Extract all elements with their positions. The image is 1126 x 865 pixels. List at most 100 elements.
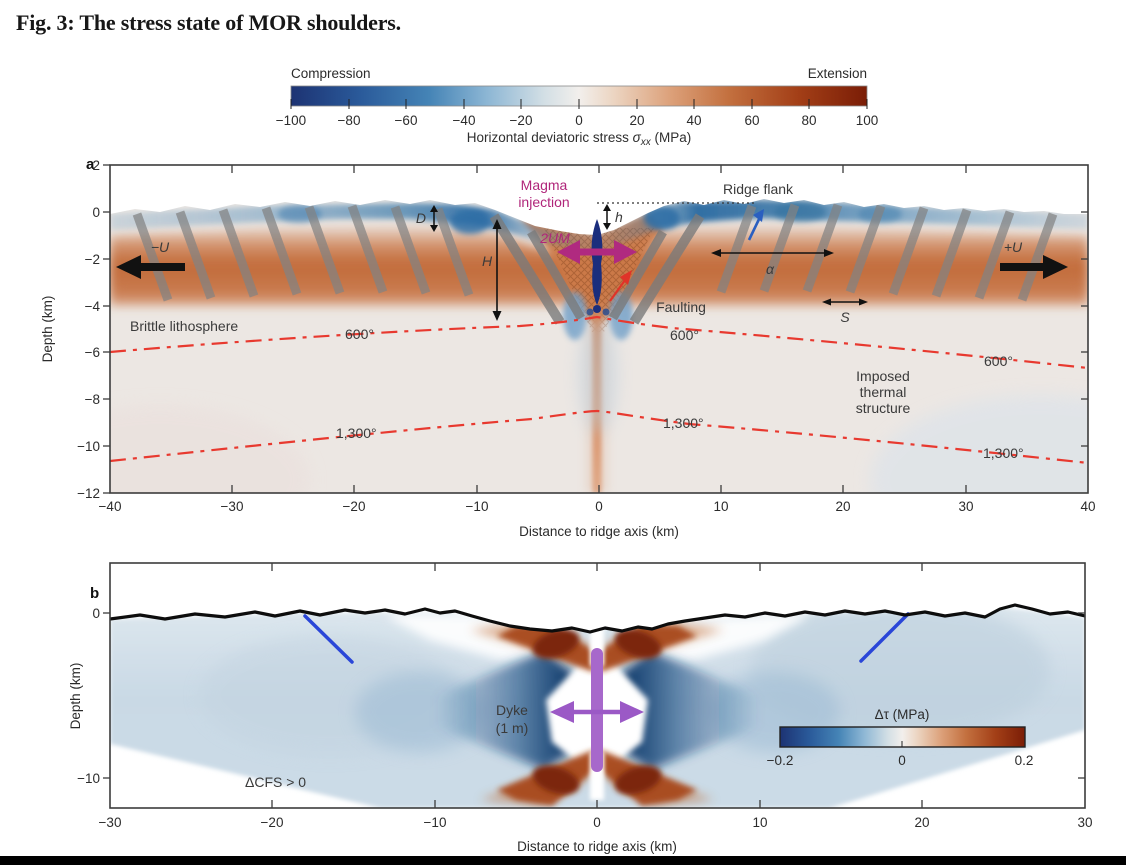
d-label: D [416,210,426,226]
fault-bar [629,213,705,325]
tick-label: 60 [744,113,759,128]
spreading-arrow-left [116,255,185,279]
above-seafloor-mask [110,165,1088,235]
tick-label: 0 [92,205,100,220]
panel-b-field: ΔCFS > 0 Dyke (1 m) Δτ (MPa) −0.2 0 0.2 [110,563,1085,808]
tick-label: 30 [958,499,973,514]
panel-a-tickmarks [103,164,1088,494]
compression-pocket [644,206,680,230]
figure-title: Fig. 3: The stress state of MOR shoulder… [16,10,401,35]
h-arrow-head [603,204,611,211]
brittle-lithosphere-label: Brittle lithosphere [130,318,238,334]
near-surface-white-wedge [635,613,805,660]
navy-speck [602,308,610,316]
fault-bar [931,208,972,298]
s-label: S [840,309,850,325]
panel-a-ylabel: Depth (km) [40,296,55,363]
isotherm-1300-label-left: 1,300° [336,425,377,441]
fault-bar [802,203,843,293]
tick-label: −12 [77,486,100,501]
ridge-flank-label: Ridge flank [723,181,794,197]
tick-label: −30 [221,499,244,514]
conduit-blue-wash [578,317,618,433]
negative-lobe-left [435,650,590,770]
two-um-label: 2UM [539,230,570,246]
magma-injection-label-2: injection [518,194,569,210]
colorbar-a-tickmarks [290,99,868,109]
compression-pocket [774,202,826,222]
tick-label: 20 [914,815,929,830]
tick-label: −2 [85,252,100,267]
panel-b-ylabel: Depth (km) [68,663,83,730]
isotherm-600-label-left: 600° [345,326,374,342]
panel-b-tag: b [90,585,99,602]
fault-bar [974,210,1015,300]
spreading-arrow-right [1000,255,1068,279]
near-surface-white-wedge [390,613,560,660]
tick-label: 0 [92,606,100,621]
magma-injection-arrow [557,240,637,264]
colorbar-a-compression-label: Compression [291,66,371,81]
fault-bar [527,229,585,321]
fault-bar [132,212,173,302]
panel-a-annotations: −U +U Magma injection 2UM h [116,177,1068,461]
isotherm-600 [110,315,1088,370]
fault-bar [175,210,216,300]
isotherm-1300-label-right: 1,300° [983,445,1024,461]
plus-u-label: +U [1004,239,1023,255]
sigma-subscript: xx [640,137,652,148]
positive-fan-core [614,765,662,795]
tick-label: 20 [629,113,644,128]
tick-label: −80 [338,113,361,128]
fault-bar [261,206,302,296]
colorbar-a-extension-label: Extension [808,66,867,81]
alpha-label: α [766,261,775,277]
fault-bar [845,204,886,294]
tick-label: 100 [856,113,879,128]
fault-slip-arrow-red [609,270,632,302]
tick-label: 10 [752,815,767,830]
tick-label: 20 [835,499,850,514]
dyke-label-1: Dyke [496,702,528,718]
fault-bar [759,203,800,293]
panel-b-axes: 0 −10 −30 −20 −10 0 10 20 30 Depth (km) … [68,562,1093,854]
topography-line [110,603,1085,634]
isotherm-600-label-right: 600° [984,353,1013,369]
dyke-label-2: (1 m) [496,720,529,736]
tick-label: −8 [85,392,100,407]
h-label: h [615,209,623,225]
tick-label: −20 [261,815,284,830]
panel-a-tag: a [86,156,95,173]
big-h-arrow-head [492,311,502,321]
tick-label: −20 [343,499,366,514]
fault-bar [1017,212,1058,302]
receiver-fault-right [859,612,910,663]
panel-a-field [110,165,1088,493]
tick-label: −10 [424,815,447,830]
tick-label: −60 [395,113,418,128]
fault-bar [716,204,757,294]
tick-label: 30 [1077,815,1092,830]
navy-speck [586,308,594,316]
positive-fan-core [532,765,580,795]
positive-fan-core [532,629,580,659]
tick-label: 0 [898,753,906,768]
colorbar-a: Compression Extension −100 −80 −60 −40 −… [276,66,878,148]
panel-a-axes: 2 0 −2 −4 −6 −8 −10 −12 −40 −30 −20 −10 … [40,158,1096,539]
faulting-label: Faulting [656,299,706,315]
fault-bar [218,208,259,298]
d-arrow-head [430,205,438,212]
normal-faults-right [716,203,1058,302]
tick-label: 0 [575,113,583,128]
dcfs-label: ΔCFS > 0 [245,774,306,790]
tick-label: 2 [92,158,100,173]
normal-faults-left [132,204,474,302]
magma-injection-label-1: Magma [521,177,568,193]
tick-label: −30 [99,815,122,830]
tick-label: −4 [85,299,101,314]
magma-dyke [591,219,603,305]
dyke-opening-arrow [550,701,644,723]
tick-label: 40 [1080,499,1095,514]
alpha-arrow-head [711,249,721,257]
